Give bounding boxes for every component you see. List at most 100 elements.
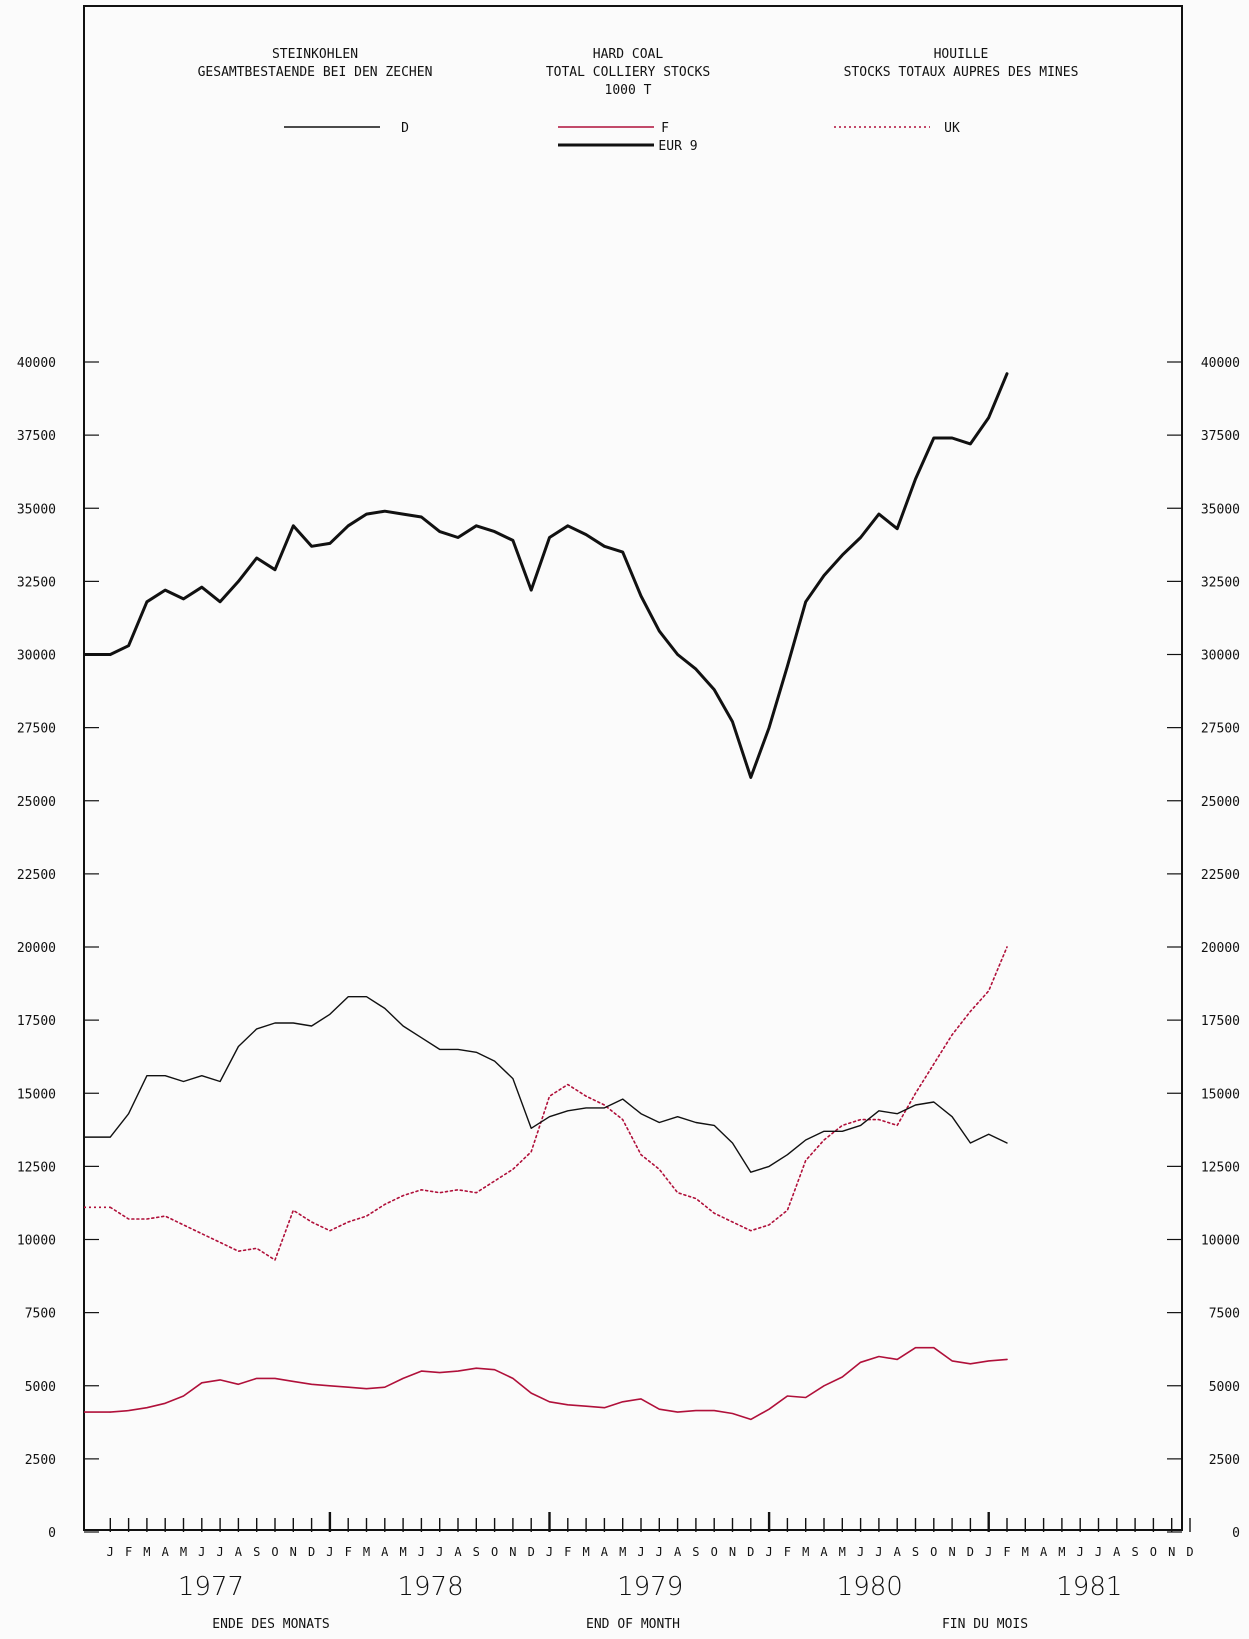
year-label: 1977	[178, 1572, 244, 1602]
month-label: D	[1186, 1545, 1193, 1559]
month-label: J	[436, 1545, 443, 1559]
y-tick-label-right: 22500	[1201, 868, 1240, 883]
month-label: J	[107, 1545, 114, 1559]
month-label: S	[1131, 1545, 1138, 1559]
chart-header: STEINKOHLEN GESAMTBESTAENDE BEI DEN ZECHE…	[198, 47, 1079, 154]
title-line: TOTAL COLLIERY STOCKS	[546, 65, 710, 80]
month-label: J	[637, 1545, 644, 1559]
month-label: A	[820, 1545, 828, 1559]
month-label: S	[473, 1545, 480, 1559]
y-tick-label-left: 12500	[17, 1160, 56, 1175]
month-label: F	[125, 1545, 132, 1559]
y-tick-label-left: 22500	[17, 868, 56, 883]
y-tick-label-right: 12500	[1201, 1160, 1240, 1175]
month-label: A	[1113, 1545, 1121, 1559]
month-label: S	[912, 1545, 919, 1559]
month-label: M	[1058, 1545, 1065, 1559]
y-tick-label-left: 17500	[17, 1014, 56, 1029]
title-line: HARD COAL	[593, 47, 664, 62]
month-label: M	[1022, 1545, 1029, 1559]
y-tick-label-right: 35000	[1201, 502, 1240, 517]
month-label: A	[601, 1545, 609, 1559]
y-tick-label-right: 27500	[1201, 722, 1240, 737]
title-line: HOUILLE	[934, 47, 989, 62]
axes: 0 0 2500 2500 5000 5000 7500 7500 10000 10000 1250…	[17, 356, 1240, 1541]
legend-label: EUR 9	[658, 139, 697, 154]
month-label: O	[271, 1545, 278, 1559]
month-label: J	[875, 1545, 882, 1559]
x-axis-caption: FIN DU MOIS	[942, 1617, 1028, 1632]
title-line: GESAMTBESTAENDE BEI DEN ZECHEN	[198, 65, 433, 80]
y-tick-label-left: 32500	[17, 575, 56, 590]
month-label: N	[509, 1545, 516, 1559]
month-label: M	[399, 1545, 406, 1559]
y-tick-label-left: 0	[48, 1526, 56, 1541]
legend-label: F	[661, 121, 669, 136]
month-label: J	[546, 1545, 553, 1559]
month-label: D	[308, 1545, 315, 1559]
y-tick-label-right: 40000	[1201, 356, 1240, 371]
y-tick-label-left: 5000	[25, 1380, 56, 1395]
y-tick-label-right: 32500	[1201, 575, 1240, 590]
month-label: O	[711, 1545, 718, 1559]
y-tick-label-right: 15000	[1201, 1087, 1240, 1102]
month-label: A	[894, 1545, 902, 1559]
y-tick-label-right: 37500	[1201, 429, 1240, 444]
month-label: A	[235, 1545, 243, 1559]
y-tick-label-left: 25000	[17, 795, 56, 810]
year-label: 1981	[1056, 1572, 1122, 1602]
year-label: 1979	[617, 1572, 683, 1602]
y-tick-label-left: 37500	[17, 429, 56, 444]
month-label: A	[674, 1545, 682, 1559]
y-tick-label-right: 25000	[1201, 795, 1240, 810]
month-label: M	[839, 1545, 846, 1559]
month-label: F	[345, 1545, 352, 1559]
y-tick-label-right: 17500	[1201, 1014, 1240, 1029]
y-tick-label-left: 7500	[25, 1307, 56, 1322]
month-label: M	[180, 1545, 187, 1559]
month-label: J	[1077, 1545, 1084, 1559]
y-tick-label-left: 27500	[17, 722, 56, 737]
month-label: M	[802, 1545, 809, 1559]
x-axis-caption: END OF MONTH	[586, 1617, 680, 1632]
month-label: M	[143, 1545, 150, 1559]
month-label: F	[1003, 1545, 1010, 1559]
month-label: D	[528, 1545, 535, 1559]
legend-label: UK	[944, 121, 960, 136]
month-label: J	[216, 1545, 223, 1559]
month-label: J	[857, 1545, 864, 1559]
y-tick-label-left: 40000	[17, 356, 56, 371]
month-label: J	[656, 1545, 663, 1559]
year-label: 1980	[837, 1572, 903, 1602]
title-line: 1000 T	[605, 83, 652, 98]
y-tick-label-left: 2500	[25, 1453, 56, 1468]
month-label: A	[454, 1545, 462, 1559]
month-label: A	[381, 1545, 389, 1559]
month-label: M	[582, 1545, 589, 1559]
month-label: A	[162, 1545, 170, 1559]
month-label: A	[1040, 1545, 1048, 1559]
title-line: STOCKS TOTAUX AUPRES DES MINES	[844, 65, 1079, 80]
y-tick-label-right: 7500	[1209, 1307, 1240, 1322]
x-axis-caption: ENDE DES MONATS	[212, 1617, 329, 1632]
month-label: D	[747, 1545, 754, 1559]
y-tick-label-right: 2500	[1209, 1453, 1240, 1468]
month-label: N	[290, 1545, 297, 1559]
month-label: N	[948, 1545, 955, 1559]
y-tick-label-right: 10000	[1201, 1234, 1240, 1249]
month-label: O	[491, 1545, 498, 1559]
y-tick-label-right: 20000	[1201, 941, 1240, 956]
y-tick-label-left: 30000	[17, 649, 56, 664]
y-tick-label-right: 0	[1232, 1526, 1240, 1541]
month-label: O	[930, 1545, 937, 1559]
month-label: N	[1168, 1545, 1175, 1559]
month-label: J	[1095, 1545, 1102, 1559]
month-label: S	[253, 1545, 260, 1559]
series-line-uk	[109, 946, 1008, 1261]
title-line: STEINKOHLEN	[272, 47, 358, 62]
y-tick-label-left: 20000	[17, 941, 56, 956]
month-label: J	[418, 1545, 425, 1559]
